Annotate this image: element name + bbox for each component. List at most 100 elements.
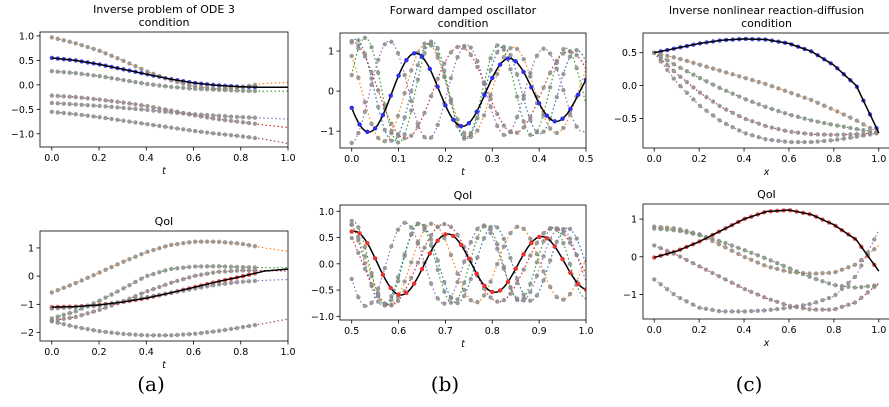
sample-point bbox=[127, 119, 132, 124]
sample-point bbox=[554, 58, 559, 64]
sample-point bbox=[541, 129, 546, 134]
sample-point bbox=[475, 255, 480, 260]
condition-point bbox=[435, 84, 440, 89]
sample-point bbox=[115, 117, 120, 123]
sample-point bbox=[362, 303, 368, 309]
sample-point bbox=[833, 306, 838, 312]
x-tick-label: 0.2 bbox=[91, 347, 106, 358]
sample-point bbox=[514, 94, 520, 99]
sample-point bbox=[222, 264, 228, 269]
sample-point bbox=[822, 103, 827, 108]
sample-point bbox=[228, 118, 234, 124]
sample-point bbox=[561, 125, 566, 131]
sample-point bbox=[574, 47, 579, 53]
sample-line bbox=[653, 52, 879, 143]
truth-line bbox=[351, 52, 586, 133]
sample-point bbox=[495, 123, 500, 129]
sample-point bbox=[547, 85, 553, 90]
sample-point bbox=[103, 305, 108, 310]
sample-point bbox=[435, 258, 440, 263]
sample-point bbox=[121, 331, 126, 337]
sample-point bbox=[820, 270, 825, 276]
caption-a: (a) bbox=[137, 372, 165, 396]
sample-point bbox=[769, 106, 775, 112]
sample-point bbox=[228, 240, 234, 246]
sample-point bbox=[795, 93, 801, 98]
sample-point bbox=[762, 255, 767, 261]
sample-point bbox=[755, 260, 760, 265]
condition-point bbox=[396, 73, 401, 78]
sample-point bbox=[198, 112, 204, 117]
sample-point bbox=[181, 81, 186, 86]
sample-point bbox=[55, 287, 60, 293]
sample-point bbox=[145, 81, 150, 87]
sample-point bbox=[356, 130, 361, 136]
condition-point bbox=[544, 236, 550, 241]
sample-point bbox=[395, 140, 401, 145]
sample-point bbox=[769, 125, 775, 130]
sample-point bbox=[67, 315, 72, 321]
sample-point bbox=[240, 115, 246, 120]
sample-point bbox=[723, 70, 729, 75]
sample-point bbox=[435, 224, 440, 230]
truth-line bbox=[653, 209, 880, 272]
sample-point bbox=[375, 299, 381, 304]
sample-point bbox=[861, 122, 866, 127]
sample-point bbox=[382, 42, 387, 47]
sample-point bbox=[145, 289, 150, 294]
condition-point bbox=[466, 256, 472, 261]
sample-point bbox=[808, 139, 814, 145]
sample-point bbox=[356, 235, 361, 240]
sample-point bbox=[216, 264, 222, 269]
x-axis-label: t bbox=[461, 167, 466, 178]
condition-point bbox=[380, 272, 386, 277]
sample-point bbox=[665, 62, 670, 68]
sample-point bbox=[534, 293, 540, 298]
condition-point bbox=[474, 271, 479, 276]
sample-point bbox=[475, 299, 480, 305]
sample-point bbox=[822, 120, 827, 126]
sample-point bbox=[448, 252, 454, 258]
sample-point bbox=[61, 38, 66, 43]
sample-point bbox=[508, 53, 513, 58]
chart-title: condition bbox=[438, 17, 489, 30]
condition-point bbox=[529, 85, 534, 90]
sample-point bbox=[461, 43, 467, 49]
sample-point bbox=[121, 77, 126, 83]
sample-point bbox=[547, 51, 553, 56]
sample-point bbox=[442, 235, 447, 241]
sample-point bbox=[163, 84, 168, 89]
sample-point bbox=[813, 300, 819, 305]
sample-point bbox=[442, 68, 447, 73]
axes-frame bbox=[339, 204, 587, 321]
condition-point bbox=[560, 116, 565, 121]
sample-point bbox=[547, 284, 553, 290]
sample-point bbox=[750, 77, 755, 83]
sample-point bbox=[787, 269, 793, 275]
condition-point bbox=[474, 109, 479, 114]
sample-point bbox=[729, 248, 735, 253]
x-tick-label: 0.2 bbox=[438, 154, 453, 165]
sample-point bbox=[204, 239, 210, 244]
sample-point bbox=[79, 278, 84, 283]
sample-point bbox=[97, 97, 102, 102]
sample-point bbox=[428, 39, 434, 44]
sample-point bbox=[455, 44, 460, 50]
sample-point bbox=[382, 138, 387, 144]
condition-point bbox=[443, 232, 448, 237]
condition-point bbox=[505, 56, 511, 61]
condition-point bbox=[427, 251, 433, 256]
sample-point bbox=[409, 98, 414, 104]
sample-point bbox=[67, 39, 72, 45]
sample-point bbox=[815, 139, 820, 144]
x-tick-label: 0.3 bbox=[485, 154, 500, 165]
sample-point bbox=[846, 302, 851, 307]
sample-point bbox=[861, 127, 866, 133]
sample-point bbox=[468, 240, 473, 245]
sample-point bbox=[382, 102, 387, 107]
sample-point bbox=[743, 75, 748, 81]
sample-point bbox=[541, 46, 546, 51]
sample-point bbox=[73, 324, 78, 330]
sample-point bbox=[774, 299, 780, 305]
sample-point bbox=[115, 76, 120, 82]
